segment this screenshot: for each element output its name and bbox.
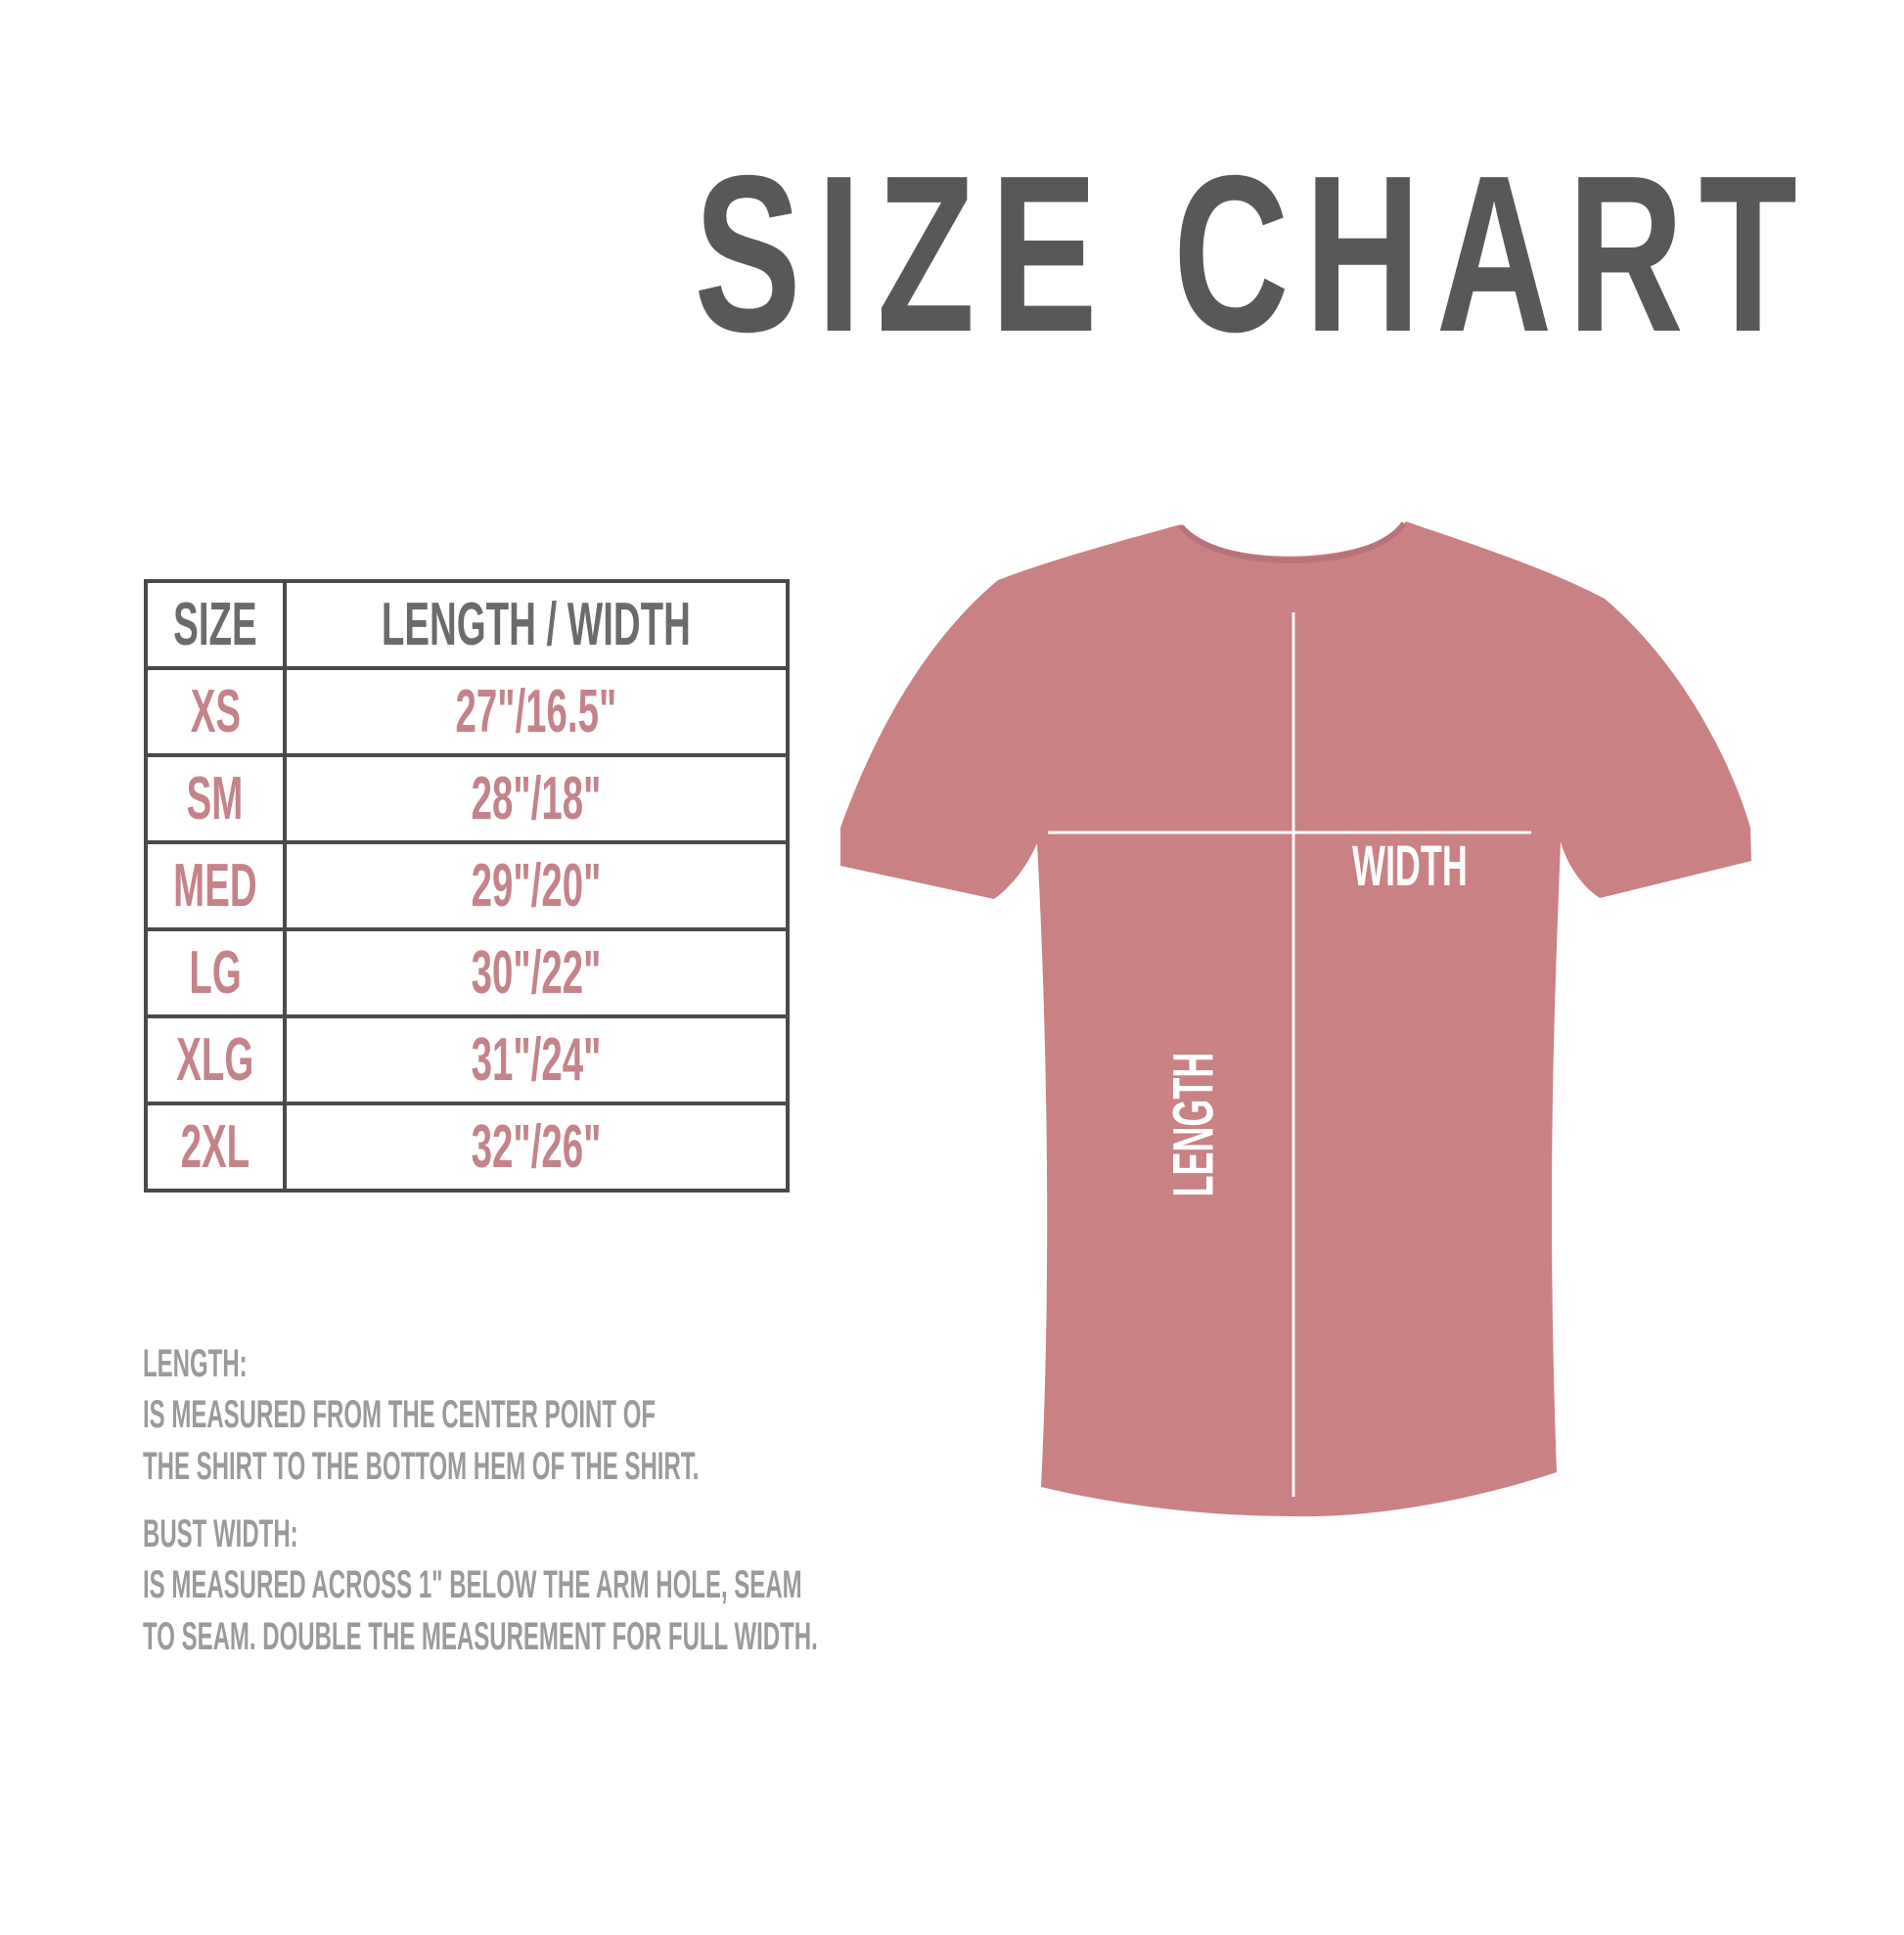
value-cell: 29"/20" [471,852,601,920]
length-label: LENGTH [1161,1052,1226,1197]
collar [1178,521,1407,563]
table-header: SIZE LENGTH / WIDTH [144,579,790,670]
size-cell: SM [187,765,244,832]
value-cell: 27"/16.5" [455,678,617,745]
size-cell: MED [173,852,257,920]
length-note-line: IS MEASURED FROM THE CENTER POINT OF [143,1393,657,1436]
header-size: SIZE [173,591,257,658]
value-cell: 28"/18" [471,765,601,832]
table-row: MED 29"/20" [144,840,790,931]
size-cell: XS [190,678,241,745]
length-note-line: THE SHIRT TO THE BOTTOM HEM OF THE SHIRT… [143,1445,700,1488]
width-note-line: TO SEAM. DOUBLE THE MEASUREMENT FOR FULL… [143,1615,818,1658]
length-note-label: LENGTH: [143,1342,248,1385]
width-note-label: BUST WIDTH: [143,1512,298,1555]
value-cell: 31"/24" [471,1026,601,1094]
table-row: SM 28"/18" [144,753,790,844]
table-row: LG 30"/22" [144,927,790,1018]
size-cell: LG [189,939,242,1007]
tshirt-shape [840,521,1751,1517]
table-row: XLG 31"/24" [144,1014,790,1105]
table-row: 2XL 32"/26" [144,1102,790,1192]
width-label: WIDTH [1352,834,1468,898]
page-title: SIZE CHART [694,130,1813,379]
size-table: SIZE LENGTH / WIDTH XS 27"/16.5" SM 28"/18… [144,579,790,1192]
width-note-line: IS MEASURED ACROSS 1" BELOW THE ARM HOLE… [143,1563,802,1606]
size-cell: 2XL [180,1113,250,1181]
header-length-width: LENGTH / WIDTH [381,591,691,658]
value-cell: 30"/22" [471,939,601,1007]
size-cell: XLG [176,1026,254,1094]
table-row: XS 27"/16.5" [144,666,790,757]
value-cell: 32"/26" [471,1113,601,1181]
